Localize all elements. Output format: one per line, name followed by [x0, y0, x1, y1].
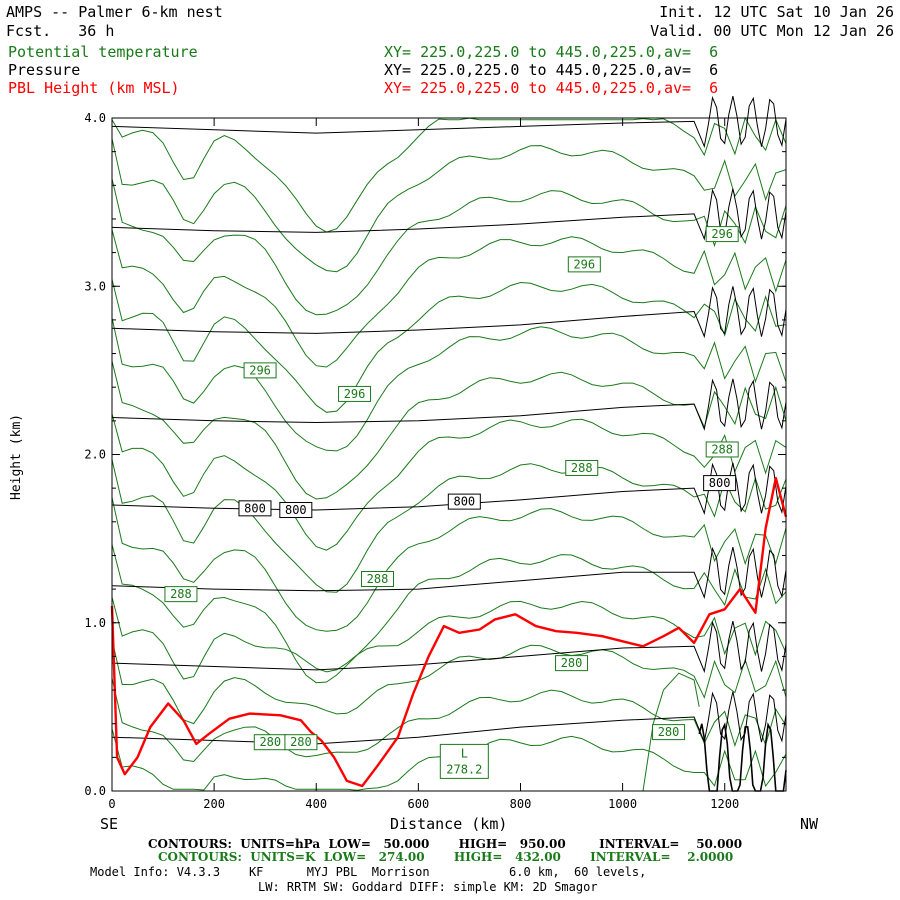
- theta-label-box: [652, 724, 686, 741]
- theta-label: 296: [573, 257, 595, 271]
- x-tick-label: 1000: [608, 797, 637, 811]
- theta-label-box: [705, 226, 739, 243]
- pressure-label: 800: [244, 501, 266, 515]
- theta-contour: [111, 138, 787, 273]
- theta-label-box: [567, 256, 601, 273]
- init-time: Init. 12 UTC Sat 10 Jan 26: [659, 3, 894, 21]
- theta-label: 280: [658, 725, 680, 739]
- field-name-pbl: PBL Height (km MSL): [8, 79, 180, 97]
- x-tick-label: 600: [408, 797, 430, 811]
- theta-contour: [111, 497, 787, 632]
- y-tick-label: 2.0: [84, 448, 106, 462]
- theta-label-box: [338, 385, 372, 402]
- theta-contour: [111, 413, 787, 551]
- theta-label: 296: [344, 387, 366, 401]
- theta-contour: [642, 672, 700, 792]
- theta-label: 296: [711, 227, 733, 241]
- theta-label-box: [565, 459, 599, 476]
- pressure-label-box: [703, 475, 737, 492]
- y-tick-label: 0.0: [84, 784, 106, 798]
- x-tick-label: 1200: [710, 797, 739, 811]
- theta-contours: [111, 116, 787, 792]
- theta-label-box: [243, 362, 277, 379]
- theta-label: 288: [367, 572, 389, 586]
- theta-label: 288: [571, 461, 593, 475]
- pressure-contour: [111, 285, 787, 339]
- pressure-label-box: [279, 502, 313, 519]
- pressure-contour: [111, 462, 787, 515]
- theta-label-box: [555, 655, 589, 672]
- footer-model-info: Model Info: V4.3.3 KF MYJ PBL Morrison 6…: [90, 865, 647, 879]
- pressure-contour: [111, 188, 787, 241]
- pressure-label: 800: [453, 495, 475, 509]
- y-tick-label: 1.0: [84, 616, 106, 630]
- theta-contour: [111, 459, 787, 593]
- pbl-series: [110, 476, 788, 788]
- y-tick-label: 3.0: [84, 279, 106, 293]
- x-tick-label: 200: [203, 797, 225, 811]
- pressure-contour: [111, 620, 787, 674]
- forecast-hour: Fcst. 36 h: [6, 22, 115, 40]
- pressure-contours: [111, 95, 787, 792]
- theta-label-box: [164, 586, 198, 603]
- valid-time: Valid. 00 UTC Mon 12 Jan 26: [650, 22, 894, 40]
- x-axis-label: Distance (km): [390, 815, 508, 833]
- x-right-end-label: NW: [800, 815, 819, 833]
- field-name-theta: Potential temperature: [8, 43, 198, 61]
- low-marker-value: 278.2: [446, 762, 482, 776]
- pressure-label: 800: [709, 476, 731, 490]
- low-marker-letter: L: [461, 746, 468, 760]
- theta-contour: [111, 229, 787, 368]
- theta-label: 288: [170, 587, 192, 601]
- pressure-label-box: [447, 493, 481, 510]
- theta-contour: [111, 678, 787, 763]
- theta-label: 280: [290, 735, 312, 749]
- pressure-label: 800: [285, 503, 307, 517]
- x-left-end-label: SE: [100, 815, 119, 833]
- theta-label: 296: [249, 363, 271, 377]
- footer-pressure-contours: CONTOURS: UNITS=hPa LOW= 50.000 HIGH= 95…: [148, 837, 743, 851]
- theta-contour: [111, 178, 787, 316]
- chart-title: AMPS -- Palmer 6-km nest: [6, 3, 223, 21]
- y-tick-label: 4.0: [84, 111, 106, 125]
- low-marker-box: [439, 743, 489, 779]
- theta-label-box: [361, 571, 395, 588]
- axes: 0 200 400 600 800 1000 1200 0.0 1.0 2.0 3.0 4.0: [84, 111, 786, 811]
- theta-contour: [111, 317, 787, 452]
- footer-physics: LW: RRTM SW: Goddard DIFF: simple KM: 2D…: [258, 880, 598, 894]
- theta-contour: [111, 596, 787, 680]
- theta-label: 280: [561, 656, 583, 670]
- pressure-contour: [111, 95, 787, 149]
- pressure-label-box: [238, 500, 272, 517]
- theta-contour: [111, 279, 787, 413]
- footer-theta-contours: CONTOURS: UNITS=K LOW= 274.00 HIGH= 432.…: [158, 850, 734, 864]
- field-xy-pbl: XY= 225.0,225.0 to 445.0,225.0,av= 6: [384, 79, 719, 97]
- pressure-contour: [111, 691, 787, 745]
- field-name-pressure: Pressure: [8, 61, 81, 79]
- theta-contour: [111, 639, 787, 725]
- x-tick-label: 800: [510, 797, 532, 811]
- y-axis-label: Height (km): [9, 413, 24, 500]
- pressure-contour: [111, 546, 787, 600]
- x-tick-label: 0: [108, 797, 115, 811]
- theta-contour: [111, 116, 787, 233]
- theta-label-box: [705, 441, 739, 458]
- field-xy-pressure: XY= 225.0,225.0 to 445.0,225.0,av= 6: [384, 61, 719, 79]
- plot-frame: [111, 117, 787, 792]
- field-xy-theta: XY= 225.0,225.0 to 445.0,225.0,av= 6: [384, 43, 719, 61]
- theta-label: 288: [711, 442, 733, 456]
- contour-labels: 800 800 800 800 296 296 296 296 288 288 288 288 280 2…: [164, 226, 739, 779]
- theta-contour: [111, 544, 787, 684]
- theta-label: 280: [259, 735, 281, 749]
- pressure-contour: [111, 378, 787, 431]
- pressure-contour: [698, 722, 787, 792]
- theta-label-box: [284, 734, 318, 751]
- pbl-height-line: [110, 476, 788, 788]
- x-tick-label: 400: [305, 797, 327, 811]
- theta-contour: [111, 360, 787, 500]
